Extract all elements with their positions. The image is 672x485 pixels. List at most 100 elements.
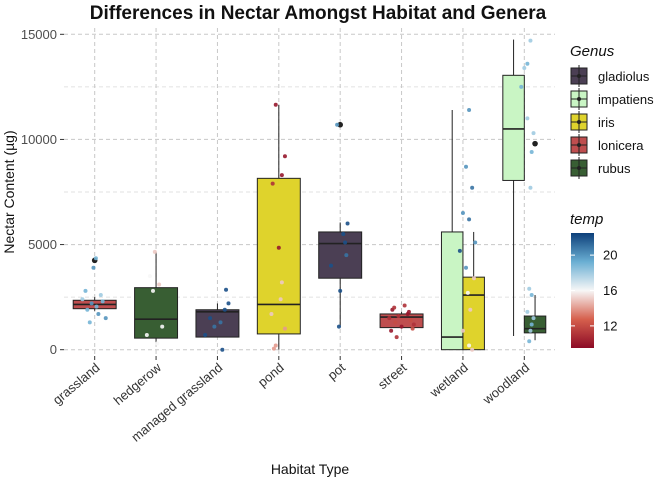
x-tick-label: pot	[325, 360, 349, 383]
data-point	[103, 316, 108, 321]
data-point	[529, 322, 534, 327]
data-point	[94, 304, 99, 309]
data-point	[276, 245, 281, 250]
data-point	[399, 324, 404, 329]
legend-key-point	[577, 74, 581, 78]
data-point	[464, 164, 469, 169]
data-point	[528, 328, 533, 333]
data-point	[522, 65, 527, 70]
x-tick-label: street	[375, 360, 410, 393]
data-point	[394, 335, 399, 340]
box-managed-grassland-gladiolus	[195, 303, 240, 338]
data-point	[529, 150, 534, 155]
data-point	[411, 322, 416, 327]
data-point	[470, 185, 475, 190]
data-point	[155, 341, 160, 346]
data-point	[343, 240, 348, 245]
data-point	[208, 316, 213, 321]
data-point	[402, 303, 407, 308]
data-point	[218, 320, 223, 325]
data-point	[460, 211, 465, 216]
data-point	[341, 232, 346, 237]
data-point	[344, 253, 349, 258]
data-point	[160, 324, 165, 329]
x-tick-label: pond	[255, 360, 287, 390]
y-tick-label: 15000	[21, 27, 57, 42]
data-point	[460, 328, 465, 333]
data-point	[406, 309, 411, 314]
data-point	[345, 221, 350, 226]
data-point	[96, 311, 101, 316]
legend-temp-title: temp	[570, 211, 603, 228]
data-point	[531, 131, 536, 136]
data-point	[336, 324, 341, 329]
y-tick-label: 10000	[21, 132, 57, 147]
data-point	[408, 318, 413, 323]
legend-item-lonicera: lonicera	[570, 134, 644, 156]
box-body	[462, 276, 485, 351]
box-body	[502, 74, 525, 181]
legend-label: iris	[598, 115, 615, 130]
box-body	[318, 231, 363, 279]
data-point	[527, 339, 532, 344]
data-point	[467, 343, 472, 348]
colorbar-tick-label: 16	[603, 283, 617, 298]
x-axis-title: Habitat Type	[271, 461, 350, 477]
data-point	[91, 265, 96, 270]
data-point	[152, 249, 157, 254]
legend-label: rubus	[598, 161, 631, 176]
data-point	[393, 320, 398, 325]
data-point	[465, 290, 470, 295]
data-point	[528, 185, 533, 190]
data-point	[89, 301, 94, 306]
box-woodland-rubus	[523, 140, 547, 341]
data-point	[396, 314, 401, 319]
y-tick-label: 0	[50, 342, 57, 357]
legend-item-impatiens: impatiens	[570, 88, 654, 110]
box-wetland-impatiens	[440, 110, 464, 351]
y-tick-label: 5000	[28, 237, 57, 252]
box-body	[195, 309, 240, 338]
box-woodland-impatiens	[502, 39, 525, 337]
data-point	[389, 328, 394, 333]
data-point	[467, 108, 472, 112]
data-point	[525, 116, 530, 121]
data-point	[328, 263, 333, 268]
data-point	[271, 346, 276, 351]
legend-item-iris: iris	[570, 111, 615, 133]
box-body	[134, 287, 179, 339]
data-point	[531, 316, 536, 321]
box-outlier	[337, 121, 343, 128]
data-point	[144, 332, 149, 337]
legend-label: gladiolus	[598, 69, 650, 84]
legend-key-point	[577, 97, 581, 101]
box-hedgerow-rubus	[134, 251, 179, 344]
data-point	[473, 240, 478, 245]
data-point	[457, 248, 462, 253]
data-point	[270, 181, 275, 186]
data-point	[464, 265, 469, 270]
data-point	[392, 305, 397, 310]
data-point	[278, 297, 283, 302]
data-point	[338, 288, 343, 293]
data-point	[147, 274, 152, 279]
data-point	[519, 84, 524, 89]
legend-label: impatiens	[598, 92, 654, 107]
data-point	[279, 280, 284, 285]
data-point	[150, 288, 155, 293]
box-pot-gladiolus	[318, 121, 363, 327]
data-point	[467, 217, 472, 222]
data-point	[410, 326, 415, 331]
legend-genus-title: Genus	[570, 43, 615, 60]
data-point	[528, 38, 533, 43]
legend-temp: temp 12 16 20	[570, 211, 617, 348]
legend-key-point	[577, 143, 581, 147]
temp-colorbar	[571, 233, 594, 348]
box-body	[256, 177, 301, 335]
data-point	[93, 256, 98, 261]
colorbar-tick-label: 20	[603, 248, 617, 263]
data-point	[527, 286, 532, 291]
legend-item-rubus: rubus	[570, 157, 631, 179]
data-point	[529, 293, 534, 298]
